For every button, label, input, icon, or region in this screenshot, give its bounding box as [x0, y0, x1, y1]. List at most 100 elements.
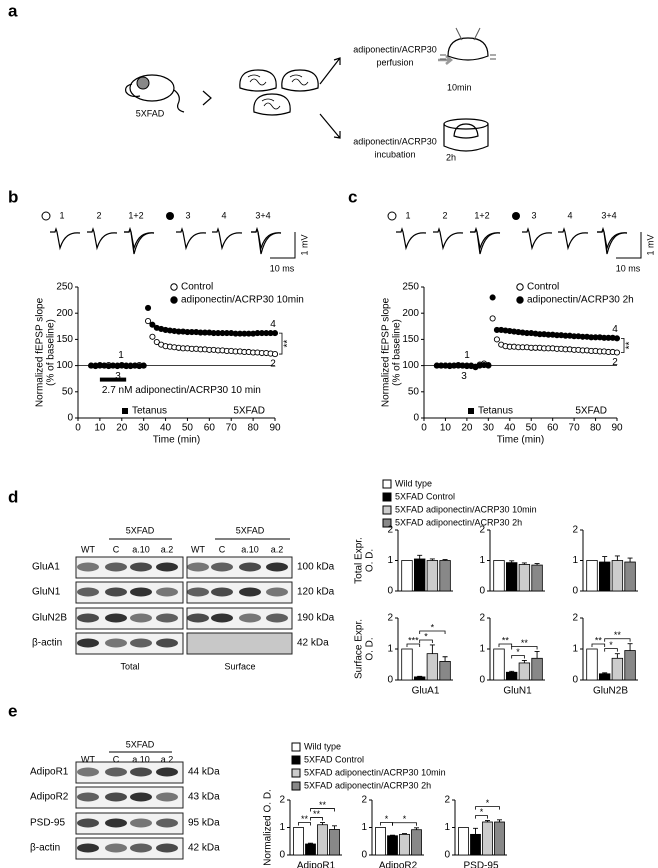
significance-label: * [424, 631, 428, 641]
bar [439, 661, 451, 681]
arrow [319, 113, 341, 139]
blot-band [105, 792, 127, 802]
bar [518, 662, 531, 681]
y-tick-label: 1 [444, 822, 450, 833]
point-label: 2 [612, 357, 618, 368]
y-tick-label: 0 [479, 675, 485, 686]
significance-bracket [604, 638, 631, 642]
blot-band [239, 587, 261, 597]
incubation-text: adiponectin/ACRP30 [353, 136, 437, 146]
blot-band [105, 638, 127, 648]
error-bar [417, 675, 423, 677]
bar [329, 829, 340, 856]
data-point [271, 351, 279, 358]
bar [439, 560, 451, 592]
y-tick-label: 2 [387, 525, 393, 536]
blot-band [130, 843, 152, 853]
error-bar [442, 656, 448, 662]
x-tick-label: 10 [94, 423, 106, 434]
y-axis-label: (% of baseline) [46, 319, 57, 386]
legend-swatch [291, 768, 301, 778]
legend-label: 5XFAD Control [304, 754, 364, 764]
bar [401, 648, 413, 681]
x-tick-label: 70 [226, 423, 238, 434]
y-axis-label: Normalized O. D. [263, 789, 274, 866]
legend-marker [170, 283, 178, 291]
x-tick-label: 20 [116, 423, 128, 434]
significance-bracket [475, 806, 500, 810]
panel-letter: d [8, 487, 18, 506]
legend-swatch [382, 505, 392, 515]
y-tick-label: 100 [402, 360, 419, 371]
y-tick-label: 0 [279, 850, 285, 861]
blot-band [77, 843, 99, 853]
significance-label: * [516, 647, 520, 657]
trace-label: 3+4 [255, 210, 270, 220]
lane-label: WT [191, 544, 205, 554]
significance-bracket [298, 822, 311, 826]
data-point [485, 362, 492, 369]
significance-bracket [419, 630, 446, 634]
trace [50, 227, 81, 251]
blot-band [187, 562, 209, 572]
size-label: 42 kDa [297, 638, 329, 649]
group-label: 5XFAD [233, 406, 265, 417]
blot-band [211, 562, 233, 572]
y-tick-label: 2 [361, 795, 367, 806]
error-bar [402, 833, 407, 835]
error-bar [320, 822, 325, 825]
blot-band [130, 587, 152, 597]
arrow [202, 90, 212, 106]
blot-band [239, 562, 261, 572]
y-tick-label: 1 [479, 555, 485, 566]
legend-swatch [382, 492, 392, 502]
scale-label: 1 mV [299, 234, 309, 255]
blot-band [156, 818, 178, 828]
blot-band [130, 767, 152, 777]
y-tick-label: 250 [402, 282, 419, 293]
blot-band [130, 792, 152, 802]
legend-label: adiponectin/ACRP30 2h [527, 295, 634, 306]
mouse-ear [136, 76, 150, 90]
blot-band [239, 613, 261, 623]
legend-swatch [291, 742, 301, 752]
error-bar [534, 563, 540, 566]
row-label: PSD-95 [30, 818, 65, 829]
y-tick-label: 0 [572, 586, 578, 597]
data-point [489, 294, 496, 301]
lane-label: a.10 [132, 754, 150, 764]
x-tick-label: 40 [504, 423, 516, 434]
mouse-label: 5XFAD [136, 108, 165, 118]
error-bar [509, 670, 515, 673]
bar [293, 827, 304, 856]
trace [176, 227, 207, 251]
x-axis-label: GluN1 [503, 686, 532, 697]
legend-label: Wild type [304, 741, 341, 751]
bar [611, 560, 624, 592]
y-tick-label: 50 [408, 386, 420, 397]
data-point [613, 335, 621, 342]
error-bar [614, 555, 620, 561]
tetanus-label: Tetanus [132, 406, 167, 417]
trace [251, 227, 282, 255]
perfusion-lines [440, 27, 496, 60]
gray-arrow [438, 55, 454, 65]
blot-band [105, 818, 127, 828]
row-label: β-actin [30, 843, 60, 854]
trace-label: 4 [567, 210, 572, 220]
series [433, 315, 621, 370]
legend-label: Control [181, 282, 213, 293]
bar [505, 562, 518, 592]
x-tick-label: 80 [248, 423, 260, 434]
bar [586, 560, 598, 592]
error-bar [442, 559, 448, 561]
y-tick-label: 2 [444, 795, 450, 806]
significance-bracket [498, 643, 513, 647]
blot-band [156, 767, 178, 777]
legend-swatch [382, 479, 392, 489]
legend-label: 5XFAD adiponectin/ACRP30 2h [304, 780, 431, 790]
bar [624, 650, 636, 681]
y-tick-label: 2 [572, 613, 578, 624]
y-tick-label: 100 [56, 360, 73, 371]
data-point [493, 336, 500, 343]
